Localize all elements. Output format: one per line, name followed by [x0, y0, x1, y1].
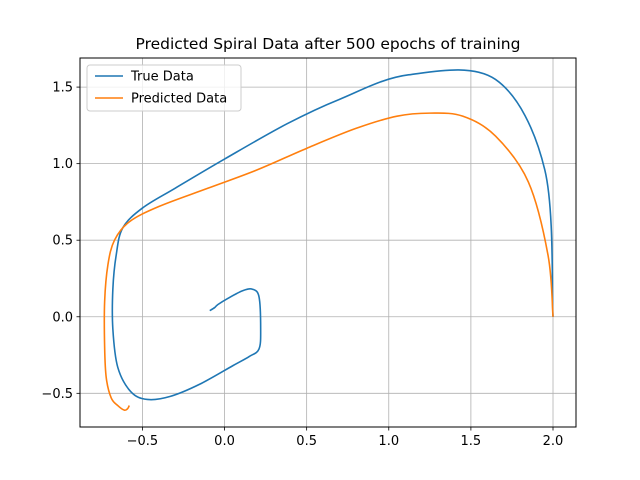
x-tick-label: 2.0: [543, 434, 564, 449]
x-tick-label: 0.5: [296, 434, 317, 449]
chart-title: Predicted Spiral Data after 500 epochs o…: [136, 35, 521, 53]
x-tick-label: 0.0: [214, 434, 235, 449]
series-group: [103, 69, 554, 412]
legend-label: Predicted Data: [131, 92, 227, 107]
y-tick-label: −0.5: [41, 387, 73, 402]
series-line-predicted-data: [103, 112, 554, 412]
y-tick-label: 0.5: [52, 234, 73, 249]
y-axis: −0.5 0.0 0.5 1.0 1.5: [41, 81, 80, 402]
legend-box: [86, 64, 242, 112]
x-tick-label: 1.0: [378, 434, 399, 449]
y-tick-label: 1.5: [52, 81, 73, 96]
series-line-true-data: [111, 69, 554, 401]
y-tick-label: 1.0: [52, 157, 73, 172]
x-tick-label: 1.5: [461, 434, 482, 449]
x-tick-label: −0.5: [127, 434, 159, 449]
legend: True Data Predicted Data: [86, 64, 242, 112]
legend-label: True Data: [130, 70, 194, 85]
y-tick-label: 0.0: [52, 310, 73, 325]
x-axis: −0.5 0.0 0.5 1.0 1.5 2.0: [127, 427, 564, 449]
grid-lines: [80, 58, 576, 427]
plot-area-frame: [79, 57, 577, 428]
